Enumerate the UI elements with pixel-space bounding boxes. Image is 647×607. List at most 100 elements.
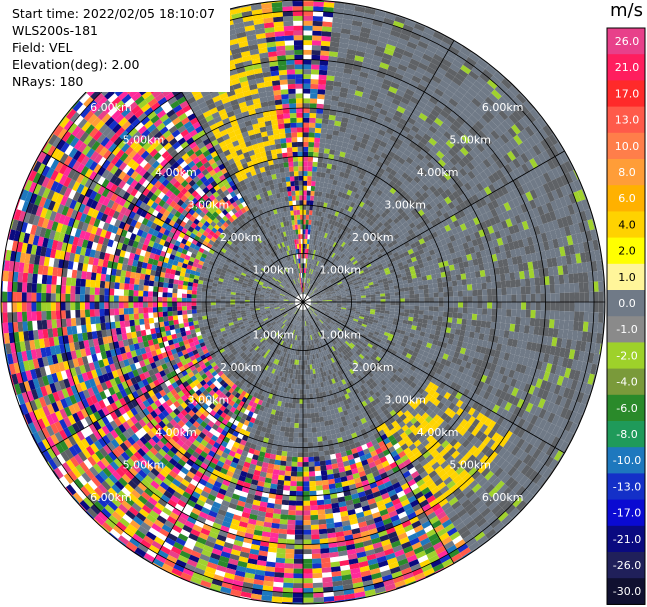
range-gate (403, 137, 412, 146)
range-gate (320, 172, 326, 178)
range-gate (327, 213, 332, 219)
range-gate (482, 302, 488, 309)
range-gate (344, 204, 350, 211)
range-gate (392, 77, 402, 85)
range-gate (457, 51, 469, 61)
range-gate (414, 145, 423, 153)
range-gate (501, 302, 507, 310)
range-gate (327, 255, 332, 261)
range-gate (309, 274, 312, 279)
range-gate (303, 6, 314, 12)
range-gate (313, 260, 317, 266)
range-gate (416, 152, 425, 161)
range-gate (316, 250, 320, 256)
range-gate (356, 151, 363, 159)
range-gate (364, 128, 372, 136)
range-gate (355, 50, 366, 58)
range-gate (574, 292, 580, 302)
range-gate (324, 232, 328, 239)
range-gate (377, 66, 388, 75)
range-gate (307, 161, 313, 167)
range-gate (311, 45, 321, 51)
range-gate (305, 239, 308, 244)
range-gate (382, 188, 390, 195)
range-gate (505, 316, 511, 324)
range-gate (316, 284, 321, 289)
range-gate (313, 249, 316, 255)
range-gate (419, 149, 428, 158)
range-gate (413, 23, 426, 32)
range-gate (433, 71, 445, 80)
range-gate (303, 219, 306, 225)
range-gate (481, 314, 487, 322)
range-gate (403, 149, 412, 157)
range-gate (371, 24, 382, 32)
range-gate (338, 96, 347, 103)
range-gate (378, 185, 386, 193)
range-gate (427, 113, 437, 122)
range-gate (330, 235, 335, 241)
range-gate (351, 251, 358, 257)
range-gate (358, 244, 365, 251)
range-gate (315, 271, 319, 277)
range-gate (400, 153, 409, 161)
range-gate (322, 253, 327, 259)
range-gate (371, 216, 378, 223)
range-gate (330, 271, 336, 276)
range-gate (496, 70, 506, 79)
range-gate (593, 302, 599, 313)
range-gate (464, 91, 475, 102)
range-gate (355, 199, 362, 206)
range-gate (365, 205, 372, 212)
range-gate (523, 325, 530, 334)
range-gate (519, 324, 525, 333)
range-gate (389, 292, 395, 296)
range-gate (340, 182, 347, 189)
range-gate (361, 297, 366, 300)
range-gate (310, 93, 318, 99)
range-gate (336, 244, 341, 250)
range-gate (323, 270, 327, 276)
range-gate (401, 54, 412, 63)
range-gate (443, 118, 453, 128)
range-gate (392, 142, 401, 150)
range-gate (346, 48, 357, 56)
range-gate (390, 118, 399, 127)
range-gate (359, 101, 368, 109)
range-gate (360, 213, 366, 220)
range-gate (335, 262, 341, 268)
range-gate (430, 146, 440, 155)
range-gate (392, 165, 400, 173)
range-gate (306, 253, 309, 259)
range-gate (303, 200, 307, 206)
range-gate (458, 112, 469, 122)
range-gate (484, 269, 491, 277)
range-gate (334, 120, 342, 127)
range-gate (321, 232, 326, 238)
range-gate (359, 231, 365, 238)
range-gate (303, 277, 305, 283)
range-gate (364, 52, 374, 60)
range-gate (316, 220, 321, 227)
range-gate (313, 281, 317, 286)
range-gate (370, 89, 380, 97)
range-gate (545, 293, 551, 302)
range-gate (326, 244, 331, 250)
range-gate (377, 202, 385, 210)
range-gate (343, 250, 349, 256)
range-gate (336, 106, 345, 113)
range-gate (408, 129, 417, 138)
range-gate (530, 285, 536, 294)
range-gate (462, 78, 474, 88)
range-gate (337, 257, 342, 263)
range-gate (312, 35, 322, 41)
range-gate (334, 261, 339, 266)
range-gate (324, 94, 332, 101)
range-gate (414, 183, 422, 191)
range-gate (465, 272, 472, 280)
range-gate (344, 258, 350, 264)
range-gate (397, 200, 405, 208)
range-gate (582, 321, 589, 332)
range-gate (310, 79, 319, 85)
range-gate (474, 133, 484, 143)
